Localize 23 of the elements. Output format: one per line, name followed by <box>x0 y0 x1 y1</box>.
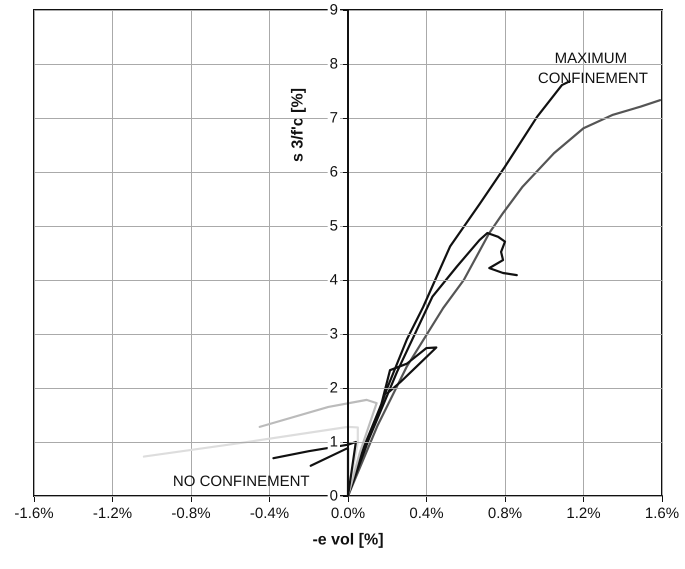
x-tick-label: 0.8% <box>488 505 522 522</box>
x-tick-label: -0.4% <box>250 505 290 522</box>
x-tick-label: -0.8% <box>171 505 211 522</box>
y-tick-label: 6 <box>330 164 338 180</box>
x-tick-label: 0.4% <box>409 505 444 522</box>
x-tick-label: -1.6% <box>14 505 54 522</box>
y-tick-label: 4 <box>330 272 338 288</box>
y-tick-label: 2 <box>330 380 338 396</box>
x-tick-label: 1.2% <box>566 505 601 522</box>
y-tick-label: 7 <box>330 110 338 126</box>
y-axis-title: s 3/f'c [%] <box>290 88 306 162</box>
annotation: NO CONFINEMENT <box>172 472 310 490</box>
y-tick-label: 5 <box>330 218 338 234</box>
y-tick-label: 3 <box>330 326 338 342</box>
annotation: MAXIMUM CONFINEMENT <box>538 50 648 87</box>
x-axis-title: -e vol [%] <box>312 532 384 548</box>
y-tick-label: 0 <box>330 488 338 504</box>
x-tick-label: 0.0% <box>330 505 366 522</box>
x-tick-label: -1.2% <box>92 505 132 522</box>
y-tick-label: 1 <box>330 434 338 450</box>
x-tick-label: 1.6% <box>644 505 680 522</box>
y-tick-label: 8 <box>330 56 338 72</box>
y-tick-label: 9 <box>330 2 338 18</box>
